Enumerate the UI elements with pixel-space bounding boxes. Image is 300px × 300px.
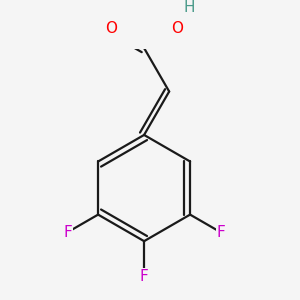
Text: O: O xyxy=(105,21,117,36)
Text: O: O xyxy=(171,21,183,36)
Text: F: F xyxy=(216,225,225,240)
Text: F: F xyxy=(140,269,148,284)
Text: H: H xyxy=(184,0,196,15)
Text: F: F xyxy=(63,225,72,240)
